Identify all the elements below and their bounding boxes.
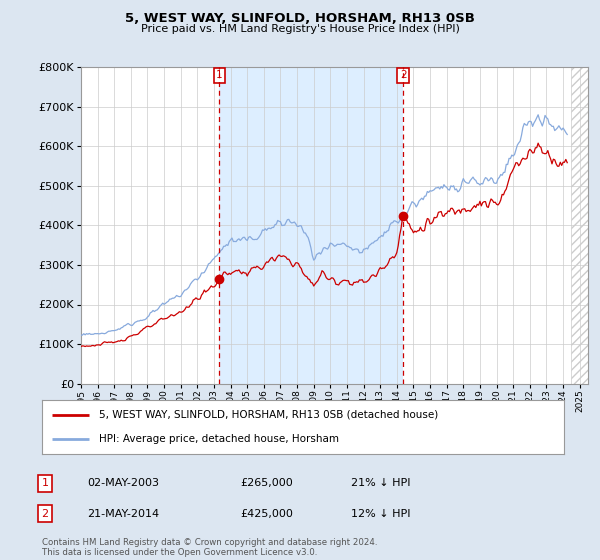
Text: 1: 1 — [41, 478, 49, 488]
Bar — [220, 67, 403, 384]
Bar — [571, 67, 588, 384]
Text: Price paid vs. HM Land Registry's House Price Index (HPI): Price paid vs. HM Land Registry's House … — [140, 24, 460, 34]
Text: 12% ↓ HPI: 12% ↓ HPI — [351, 508, 410, 519]
Text: 21% ↓ HPI: 21% ↓ HPI — [351, 478, 410, 488]
Text: 2: 2 — [400, 70, 406, 80]
Text: 2: 2 — [41, 508, 49, 519]
Text: £425,000: £425,000 — [240, 508, 293, 519]
Text: Contains HM Land Registry data © Crown copyright and database right 2024.
This d: Contains HM Land Registry data © Crown c… — [42, 538, 377, 557]
Text: £265,000: £265,000 — [240, 478, 293, 488]
Text: HPI: Average price, detached house, Horsham: HPI: Average price, detached house, Hors… — [100, 434, 340, 444]
Text: 02-MAY-2003: 02-MAY-2003 — [87, 478, 159, 488]
Text: 5, WEST WAY, SLINFOLD, HORSHAM, RH13 0SB: 5, WEST WAY, SLINFOLD, HORSHAM, RH13 0SB — [125, 12, 475, 25]
Text: 21-MAY-2014: 21-MAY-2014 — [87, 508, 159, 519]
Text: 5, WEST WAY, SLINFOLD, HORSHAM, RH13 0SB (detached house): 5, WEST WAY, SLINFOLD, HORSHAM, RH13 0SB… — [100, 410, 439, 420]
Text: 1: 1 — [216, 70, 223, 80]
